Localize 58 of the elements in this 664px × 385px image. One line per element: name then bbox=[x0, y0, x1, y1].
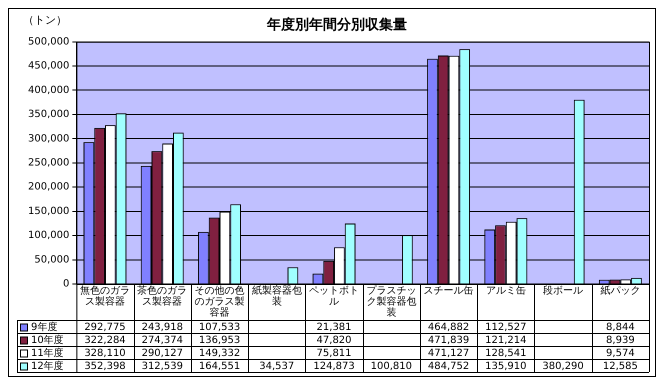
data-label: 107,533 bbox=[198, 322, 240, 334]
data-label: 484,752 bbox=[428, 361, 470, 372]
data-label: 312,539 bbox=[142, 361, 183, 372]
legend-label: 11年度 bbox=[31, 347, 64, 360]
x-tick-label: 紙パック bbox=[600, 284, 640, 297]
y-axis-title: （トン） bbox=[23, 13, 67, 26]
data-label: 149,332 bbox=[198, 348, 240, 360]
y-tick-label: 100,000 bbox=[28, 230, 70, 242]
data-label: 100,810 bbox=[370, 361, 412, 372]
data-label: 121,214 bbox=[485, 335, 527, 346]
data-label: 328,110 bbox=[84, 348, 126, 360]
data-label: 9,574 bbox=[606, 348, 635, 360]
x-tick-label: プラスチック製容器包装 bbox=[366, 284, 416, 319]
legend-label: 10年度 bbox=[31, 334, 64, 346]
x-tick-label: 茶色のガラス製容器 bbox=[137, 284, 188, 308]
data-label: 21,381 bbox=[316, 322, 352, 334]
data-label: 471,127 bbox=[428, 348, 470, 360]
data-label: 8,844 bbox=[606, 322, 635, 334]
data-label: 243,918 bbox=[142, 322, 183, 334]
data-label: 8,939 bbox=[606, 335, 635, 346]
x-tick-label: ペットボトル bbox=[309, 286, 360, 308]
data-label: 128,541 bbox=[485, 348, 527, 360]
x-tick-label: その他の色のガラス製容器 bbox=[194, 284, 245, 319]
data-label: 471,839 bbox=[428, 335, 470, 346]
data-label: 112,527 bbox=[485, 322, 527, 334]
y-tick-label: 400,000 bbox=[28, 84, 70, 96]
data-label: 322,284 bbox=[84, 335, 126, 346]
data-label: 75,811 bbox=[316, 348, 352, 360]
y-tick-label: 300,000 bbox=[28, 133, 70, 144]
legend-label: 12年度 bbox=[31, 360, 64, 372]
y-tick-label: 50,000 bbox=[34, 254, 70, 266]
x-tick-label: スチール缶 bbox=[424, 286, 474, 297]
x-tick-label: 紙製容器包装 bbox=[252, 284, 302, 308]
data-label: 292,775 bbox=[84, 322, 126, 334]
y-tick-label: 250,000 bbox=[28, 157, 70, 168]
chart-title: 年度別年間分別収集量 bbox=[266, 16, 407, 34]
y-tick-label: 500,000 bbox=[28, 36, 70, 48]
data-label: 135,910 bbox=[485, 361, 527, 372]
y-tick-label: 0 bbox=[62, 278, 70, 290]
legend-label: 9年度 bbox=[31, 321, 58, 334]
data-label: 34,537 bbox=[259, 361, 294, 372]
data-label: 12,585 bbox=[602, 361, 638, 372]
y-tick-label: 350,000 bbox=[28, 109, 70, 120]
data-label: 464,882 bbox=[428, 322, 470, 334]
data-label: 124,873 bbox=[313, 361, 355, 372]
data-label: 290,127 bbox=[142, 348, 183, 360]
data-label: 380,290 bbox=[542, 361, 584, 372]
data-label: 136,953 bbox=[198, 335, 240, 346]
data-label: 164,551 bbox=[198, 361, 240, 372]
data-label: 47,820 bbox=[316, 335, 352, 346]
y-tick-label: 450,000 bbox=[28, 60, 70, 72]
y-tick-label: 150,000 bbox=[28, 206, 70, 217]
y-tick-label: 200,000 bbox=[28, 182, 70, 193]
x-tick-label: アルミ缶 bbox=[486, 286, 526, 297]
data-label: 274,374 bbox=[142, 335, 183, 346]
x-tick-label: 無色のガラス製容器 bbox=[80, 284, 130, 308]
x-tick-label: 段ボール bbox=[543, 284, 584, 297]
data-label: 352,398 bbox=[84, 361, 126, 372]
